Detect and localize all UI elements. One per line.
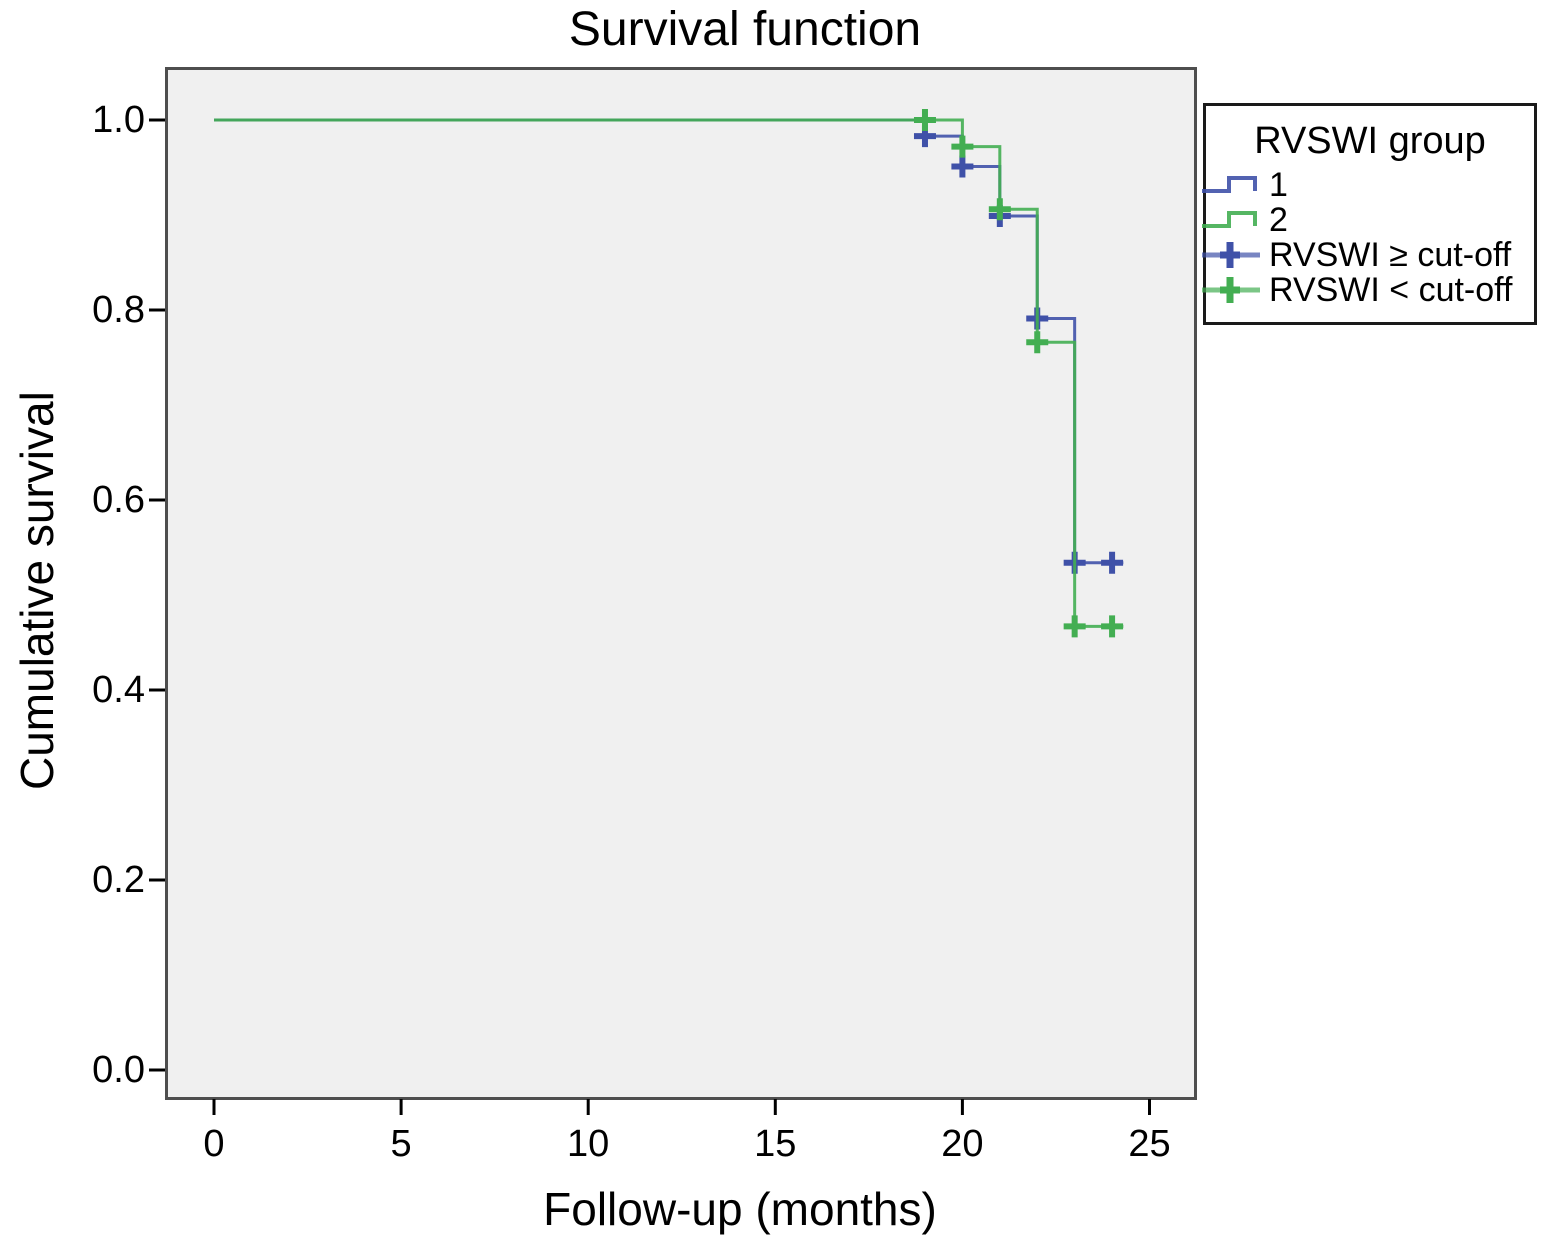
legend-box: RVSWI group 1 2 RVSWI ≥ cut-off RVSWI < …: [1201, 103, 1537, 325]
censor-mark-group-1: [951, 155, 974, 178]
y-tick-label: 0.6: [92, 479, 145, 521]
legend-entry-label: RVSWI ≥ cut-off: [1269, 236, 1512, 274]
y-tick-label: 0.2: [92, 859, 145, 901]
censor-mark-group-1: [913, 125, 936, 148]
y-tick-label: 1.0: [92, 99, 145, 141]
censor-mark-group-1: [1101, 551, 1124, 574]
x-tick-label: 0: [203, 1123, 225, 1165]
chart-title: Survival function: [568, 3, 922, 56]
censor-mark-group-1: [1063, 551, 1086, 574]
x-tick-label: 25: [1128, 1123, 1171, 1165]
y-axis-title: Cumulative survival: [11, 391, 63, 790]
legend-entry-group1: 1: [1201, 166, 1288, 204]
legend-entry-censored-lt-cutoff: RVSWI < cut-off: [1201, 271, 1512, 309]
x-tick-label: 20: [941, 1123, 984, 1165]
censor-mark-group-2: [988, 198, 1011, 221]
censor-mark-group-2: [1101, 615, 1124, 638]
step-line-icon: [1202, 211, 1257, 228]
y-tick-label: 0.0: [92, 1049, 145, 1091]
step-line-icon: [1202, 176, 1257, 193]
legend-entry-group2: 2: [1201, 201, 1288, 239]
censor-mark-group-2: [1063, 615, 1086, 638]
legend-entry-label: 1: [1269, 166, 1288, 204]
censor-mark-group-1: [988, 204, 1011, 227]
censor-mark-group-2: [913, 109, 936, 131]
x-tick-label: 10: [567, 1123, 610, 1165]
legend-entry-label: 2: [1269, 201, 1288, 239]
legend-entry-censored-ge-cutoff: RVSWI ≥ cut-off: [1201, 236, 1511, 274]
legend-entry-label: RVSWI < cut-off: [1269, 271, 1513, 309]
legend-title: RVSWI group: [1254, 120, 1486, 162]
x-axis-title: Follow-up (months): [543, 1183, 937, 1235]
censor-mark-group-2: [951, 135, 974, 158]
km-curve-group-1: [214, 118, 1124, 565]
censor-cross-icon: [1202, 242, 1260, 268]
censor-mark-group-1: [1026, 307, 1049, 330]
y-tick-label: 0.4: [92, 669, 145, 711]
censor-cross-icon: [1202, 277, 1260, 303]
y-tick-label: 0.8: [92, 289, 145, 331]
x-tick-label: 15: [754, 1123, 797, 1165]
censor-mark-group-2: [1026, 331, 1049, 354]
plot-frame: [165, 67, 1197, 1100]
km-curve-group-2: [214, 118, 1124, 628]
x-tick-label: 5: [390, 1123, 412, 1165]
